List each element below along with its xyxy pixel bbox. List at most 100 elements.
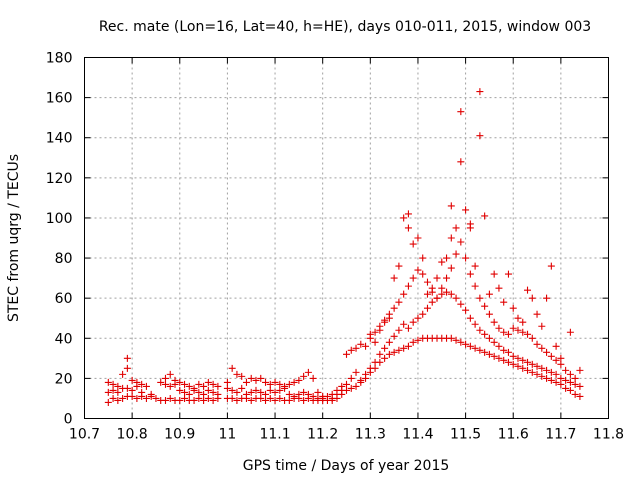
- data-point: [257, 388, 265, 396]
- data-point: [233, 396, 241, 404]
- data-point: [557, 354, 565, 362]
- data-point: [166, 370, 174, 378]
- data-point: [562, 366, 570, 374]
- y-tick-label: 20: [55, 371, 73, 387]
- data-point: [252, 386, 260, 394]
- data-point: [543, 366, 551, 374]
- data-point: [128, 386, 136, 394]
- data-point: [452, 294, 460, 302]
- data-point: [347, 374, 355, 382]
- x-tick-label: 11.6: [498, 427, 529, 443]
- data-point: [290, 392, 298, 400]
- data-point: [485, 310, 493, 318]
- data-point: [557, 380, 565, 388]
- data-point: [333, 386, 341, 394]
- data-point: [562, 384, 570, 392]
- data-point: [262, 390, 270, 398]
- data-point: [138, 380, 146, 388]
- data-point: [476, 294, 484, 302]
- data-point: [238, 372, 246, 380]
- data-point: [543, 374, 551, 382]
- data-point: [214, 390, 222, 398]
- data-point: [176, 386, 184, 394]
- y-tick-label: 60: [55, 291, 73, 307]
- data-point: [457, 238, 465, 246]
- data-point: [395, 298, 403, 306]
- data-point: [119, 394, 127, 402]
- x-tick-label: 10.8: [117, 427, 148, 443]
- data-point: [166, 394, 174, 402]
- data-point: [528, 368, 536, 376]
- data-point: [462, 340, 470, 348]
- data-point: [528, 334, 536, 342]
- data-point: [495, 324, 503, 332]
- y-tick-label: 140: [46, 131, 73, 147]
- data-point: [128, 392, 136, 400]
- data-point: [447, 202, 455, 210]
- data-point: [285, 380, 293, 388]
- data-point: [176, 378, 184, 386]
- data-point: [447, 290, 455, 298]
- data-point: [295, 376, 303, 384]
- x-axis-label: GPS time / Days of year 2015: [243, 458, 450, 474]
- data-point: [419, 310, 427, 318]
- grid-lines: [84, 57, 609, 419]
- data-point: [209, 380, 217, 388]
- data-point: [509, 304, 517, 312]
- x-tick-label: 10.7: [69, 427, 100, 443]
- data-point: [409, 338, 417, 346]
- data-point: [233, 388, 241, 396]
- data-point: [504, 270, 512, 278]
- data-point: [147, 390, 155, 398]
- data-point: [381, 354, 389, 362]
- data-point: [347, 384, 355, 392]
- data-point: [509, 352, 517, 360]
- data-point: [276, 394, 284, 402]
- data-point: [242, 390, 250, 398]
- data-point: [171, 376, 179, 384]
- data-point: [538, 322, 546, 330]
- data-point: [190, 396, 198, 404]
- data-point: [414, 234, 422, 242]
- data-point: [385, 338, 393, 346]
- data-point: [519, 364, 527, 372]
- data-point: [519, 318, 527, 326]
- data-point: [138, 388, 146, 396]
- data-point: [504, 330, 512, 338]
- data-point: [290, 378, 298, 386]
- data-point: [204, 386, 212, 394]
- data-point: [200, 382, 208, 390]
- data-point: [490, 352, 498, 360]
- data-point: [133, 394, 141, 402]
- data-point: [490, 338, 498, 346]
- data-point: [409, 318, 417, 326]
- data-point: [571, 380, 579, 388]
- data-point: [504, 358, 512, 366]
- x-tick-label: 11: [218, 427, 236, 443]
- data-point: [409, 274, 417, 282]
- y-tick-label: 80: [55, 251, 73, 267]
- data-point: [485, 290, 493, 298]
- data-point: [414, 314, 422, 322]
- data-point: [428, 284, 436, 292]
- data-point: [271, 378, 279, 386]
- data-point: [209, 388, 217, 396]
- data-point: [443, 288, 451, 296]
- data-point: [457, 108, 465, 116]
- data-point: [576, 366, 584, 374]
- data-point: [390, 274, 398, 282]
- data-point: [414, 336, 422, 344]
- data-point: [257, 374, 265, 382]
- data-point: [500, 298, 508, 306]
- data-point: [533, 370, 541, 378]
- y-tick-label: 160: [46, 91, 73, 107]
- data-point: [376, 326, 384, 334]
- chart-title: Rec. mate (Lon=16, Lat=40, h=HE), days 0…: [99, 19, 591, 35]
- data-point: [362, 370, 370, 378]
- data-point: [262, 378, 270, 386]
- data-point: [319, 392, 327, 400]
- data-point: [528, 294, 536, 302]
- data-point: [471, 262, 479, 270]
- data-point: [276, 380, 284, 388]
- data-point: [371, 338, 379, 346]
